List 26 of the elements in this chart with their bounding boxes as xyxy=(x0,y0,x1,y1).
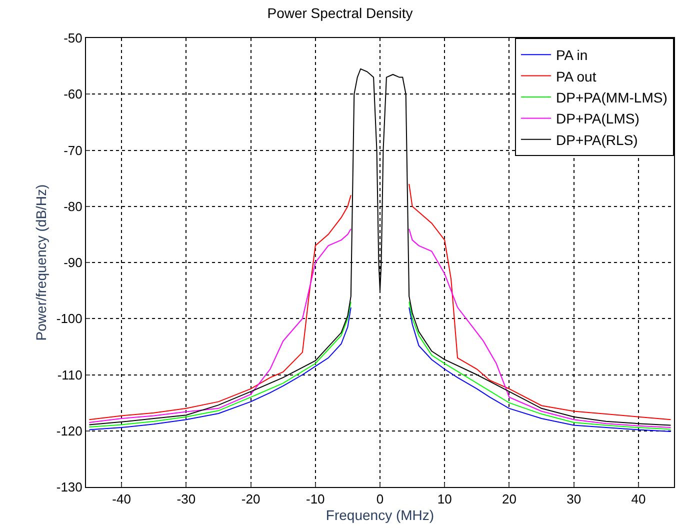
legend-label: DP+PA(MM-LMS) xyxy=(556,89,668,106)
x-tick-label: 40 xyxy=(631,492,646,507)
legend-label: DP+PA(LMS) xyxy=(556,110,640,127)
x-tick-label: 0 xyxy=(376,492,384,507)
x-tick-label: -40 xyxy=(112,492,131,507)
y-axis-title: Power/frequency (dB/Hz) xyxy=(32,184,49,341)
x-tick-label: 20 xyxy=(502,492,516,507)
y-tick-label: -50 xyxy=(64,30,82,46)
x-tick-label: 30 xyxy=(566,492,582,507)
y-tick-label: -110 xyxy=(57,367,82,382)
legend-label: PA in xyxy=(556,47,588,64)
x-tick-label: -30 xyxy=(176,492,196,507)
y-tick-label: -80 xyxy=(64,198,82,214)
x-tick-label: -10 xyxy=(306,492,325,507)
y-tick-label: -130 xyxy=(56,480,82,495)
y-tick-label: -120 xyxy=(56,423,82,438)
y-tick-label: -60 xyxy=(64,86,82,102)
x-tick-label: -20 xyxy=(241,492,260,507)
chart-title: Power Spectral Density xyxy=(267,4,413,21)
y-tick-label: -100 xyxy=(56,311,82,326)
x-axis-title: Frequency (MHz) xyxy=(326,506,434,523)
y-tick-label: -70 xyxy=(64,142,82,158)
legend-label: PA out xyxy=(556,68,596,84)
x-tick-label: 10 xyxy=(437,492,452,507)
y-tick-label: -90 xyxy=(64,255,82,270)
legend-label: DP+PA(RLS) xyxy=(556,132,638,148)
